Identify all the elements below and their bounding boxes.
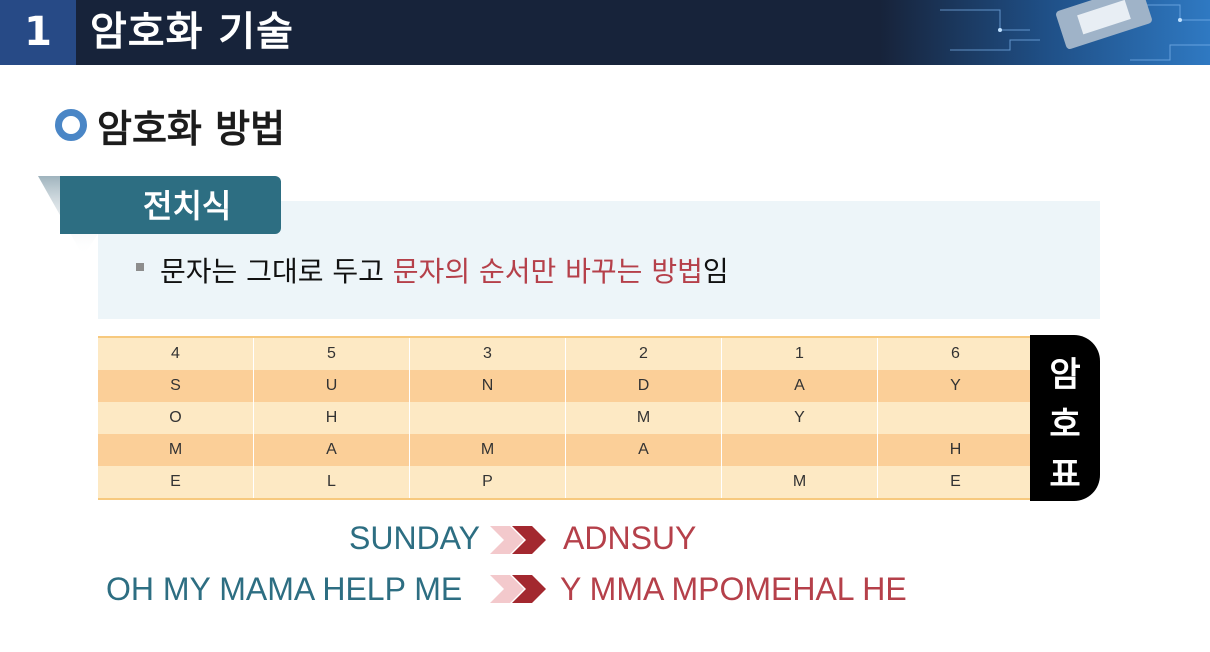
cipher-table-label: 암 호 표	[1030, 335, 1100, 501]
table-cell: 5	[253, 336, 410, 370]
table-cell: H	[253, 402, 410, 434]
circuit-chip-decoration	[880, 0, 1210, 65]
table-cell: O	[98, 402, 254, 434]
key-label-char-2: 호	[1049, 405, 1081, 445]
table-cell: 4	[98, 336, 254, 370]
concept-tab	[60, 176, 281, 234]
table-cell: 6	[877, 336, 1034, 370]
table-cell: A	[721, 370, 878, 402]
table-cell	[409, 402, 566, 434]
table-cell: A	[565, 434, 722, 466]
example-2-ciphertext: Y MMA MPOMEHAL HE	[560, 571, 907, 607]
table-cell: E	[98, 466, 254, 500]
table-cell: A	[253, 434, 410, 466]
key-label-char-3: 표	[1049, 455, 1081, 495]
section-bullet-icon	[55, 109, 87, 141]
table-cell: 3	[409, 336, 566, 370]
concept-description: 문자는 그대로 두고 문자의 순서만 바꾸는 방법임	[160, 250, 729, 290]
table-cell: E	[877, 466, 1034, 500]
description-end: 임	[702, 255, 729, 288]
arrow-right-icon	[490, 526, 546, 554]
chapter-number: 1	[0, 0, 76, 65]
description-highlight: 문자의 순서만 바꾸는 방법	[392, 255, 703, 288]
table-cell: L	[253, 466, 410, 500]
concept-tab-label: 전치식	[143, 187, 232, 225]
table-cell: M	[409, 434, 566, 466]
table-cell: M	[565, 402, 722, 434]
description-plain: 문자는 그대로 두고	[160, 255, 393, 288]
table-cell: H	[877, 434, 1034, 466]
table-cell: 1	[721, 336, 878, 370]
table-cell	[877, 402, 1034, 434]
example-1-plaintext: SUNDAY	[349, 520, 480, 556]
table-cell: N	[409, 370, 566, 402]
table-cell	[565, 466, 722, 500]
example-1-ciphertext: ADNSUY	[563, 520, 697, 556]
page-title: 암호화 기술	[90, 9, 294, 55]
table-cell: S	[98, 370, 254, 402]
table-cell	[721, 434, 878, 466]
section-title: 암호화 방법	[97, 107, 286, 151]
table-cell: M	[98, 434, 254, 466]
table-cell: U	[253, 370, 410, 402]
square-bullet-icon	[136, 263, 144, 271]
table-cell: Y	[877, 370, 1034, 402]
header-bar: 1 암호화 기술	[0, 0, 1210, 65]
table-cell: Y	[721, 402, 878, 434]
table-cell: M	[721, 466, 878, 500]
table-cell: D	[565, 370, 722, 402]
table-cell: 2	[565, 336, 722, 370]
example-2-plaintext: OH MY MAMA HELP ME	[106, 571, 463, 607]
table-cell: P	[409, 466, 566, 500]
key-label-char-1: 암	[1049, 355, 1081, 395]
arrow-right-icon	[490, 575, 546, 603]
